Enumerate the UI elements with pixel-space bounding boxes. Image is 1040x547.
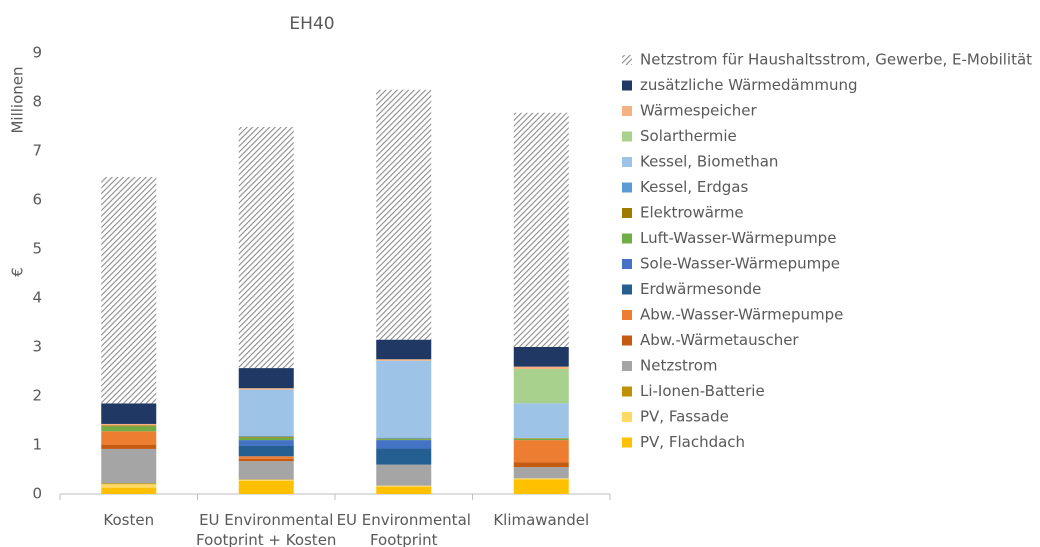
y-tick-label: 6: [32, 191, 42, 209]
bar-segment: [376, 437, 432, 439]
legend-label: zusätzliche Wärmedämmung: [640, 76, 858, 94]
legend-label: Sole-Wasser-Wärmepumpe: [640, 255, 840, 273]
bar-segment: [238, 440, 294, 446]
bar-segment: [513, 403, 569, 439]
legend-swatch: [622, 106, 632, 116]
bar-segment: [513, 467, 569, 479]
x-tick-label: Kosten: [103, 511, 155, 529]
x-tick-label: Klimawandel: [493, 511, 590, 529]
y-tick-label: 4: [32, 289, 42, 307]
bar-segment: [513, 369, 569, 404]
legend-label: Abw.-Wasser-Wärmepumpe: [640, 306, 843, 324]
bar-segment: [513, 440, 569, 463]
legend-swatch: [622, 310, 632, 320]
legend-swatch: [622, 284, 632, 295]
legend-label: Luft-Wasser-Wärmepumpe: [640, 229, 836, 247]
y-tick-label: 9: [32, 44, 42, 62]
y-tick-label: 2: [32, 387, 42, 405]
legend-swatch: [622, 208, 632, 218]
bar-segment: [238, 368, 294, 389]
legend-swatch: [622, 335, 632, 346]
bar-segment: [376, 486, 432, 494]
legend-swatch: [622, 131, 632, 142]
bar-segment: [513, 438, 569, 441]
legend-swatch: [622, 259, 632, 269]
legend-swatch: [622, 182, 632, 193]
x-tick-label: EU Environmental Footprint: [336, 511, 471, 547]
bar-segment: [376, 89, 432, 340]
bar-segment: [513, 462, 569, 468]
bar-segment: [238, 435, 294, 437]
x-tick-label: EU Environmental Footprint + Kosten: [196, 511, 337, 547]
bar-segment: [101, 448, 157, 484]
bar-segment: [238, 436, 294, 438]
legend-label: Wärmespeicher: [640, 102, 758, 120]
legend-label: PV, Fassade: [640, 408, 729, 426]
bar-segment: [238, 456, 294, 459]
bar-segment: [238, 480, 294, 494]
bar-segment: [101, 426, 157, 432]
y-axis-unit: Millionen: [9, 66, 27, 133]
legend-swatch: [622, 361, 632, 371]
bar-segment: [238, 437, 294, 441]
bar-segment: [238, 126, 294, 369]
chart-title: EH40: [289, 14, 334, 34]
legend-swatch: [622, 80, 632, 91]
bar-segment: [101, 484, 157, 488]
bar-segment: [376, 339, 432, 360]
bar-segment: [376, 448, 432, 465]
legend-swatch: [622, 386, 632, 397]
bar-segment: [101, 487, 157, 494]
y-tick-label: 1: [32, 436, 42, 454]
bar-segment: [376, 440, 432, 449]
bar-segment: [376, 359, 432, 361]
legend-label: Solarthermie: [640, 127, 737, 145]
legend-label: PV, Flachdach: [640, 433, 745, 451]
bar-segment: [513, 478, 569, 480]
y-tick-label: 7: [32, 142, 42, 160]
bar-segment: [101, 431, 157, 445]
bar-segment: [101, 176, 157, 404]
bar-segment: [376, 485, 432, 487]
y-tick-label: 8: [32, 93, 42, 111]
bar-segment: [101, 445, 157, 449]
bar-segment: [101, 423, 157, 426]
legend-label: Kessel, Biomethan: [640, 153, 778, 171]
legend-swatch: [622, 437, 632, 448]
bar-segment: [513, 112, 569, 347]
bar-segment: [101, 403, 157, 424]
bar-segment: [238, 389, 294, 436]
legend-label: Erdwärmesonde: [640, 280, 761, 298]
bar-segment: [238, 388, 294, 390]
bar-segment: [376, 464, 432, 486]
legend-label: Abw.-Wärmetauscher: [640, 331, 799, 349]
bar-segment: [513, 366, 569, 370]
bar-segment: [238, 458, 294, 462]
bar-segment: [101, 425, 157, 427]
legend-swatch: [622, 157, 632, 167]
bar-segment: [238, 445, 294, 457]
legend-swatch: [622, 412, 632, 422]
legend-label: Netzstrom: [640, 357, 718, 375]
y-axis-label: €: [9, 267, 27, 277]
bar-segment: [513, 479, 569, 494]
bar-segment: [238, 479, 294, 481]
bar-segment: [238, 461, 294, 480]
legend-swatch: [622, 55, 632, 65]
y-tick-label: 5: [32, 240, 42, 258]
bar-segment: [101, 483, 157, 485]
bar-segment: [513, 347, 569, 367]
y-tick-label: 3: [32, 338, 42, 356]
legend-label: Netzstrom für Haushaltsstrom, Gewerbe, E…: [640, 51, 1032, 69]
legend-label: Li-Ionen-Batterie: [640, 382, 765, 400]
legend-label: Elektrowärme: [640, 204, 744, 222]
legend-swatch: [622, 233, 632, 244]
y-tick-label: 0: [32, 485, 42, 503]
bar-segment: [376, 360, 432, 438]
legend-label: Kessel, Erdgas: [640, 178, 748, 196]
bar-segment: [376, 439, 432, 441]
